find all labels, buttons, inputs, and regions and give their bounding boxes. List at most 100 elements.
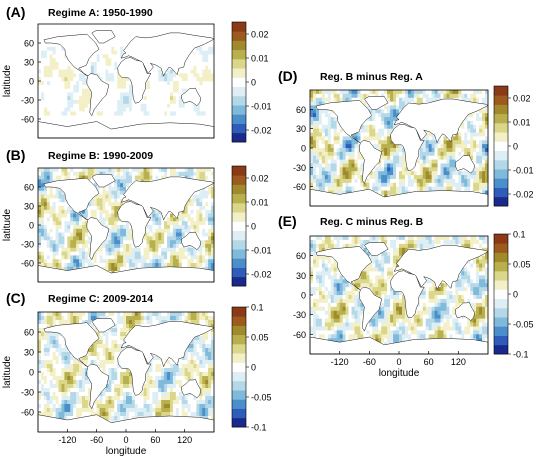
- heatmap-cell: [184, 376, 188, 381]
- heatmap-cell: [321, 239, 326, 245]
- heatmap-cell: [149, 259, 153, 264]
- heatmap-cell: [117, 194, 121, 199]
- heatmap-cell: [52, 190, 56, 195]
- heatmap-cell: [211, 206, 215, 211]
- heatmap-cell: [348, 175, 352, 180]
- heatmap-cell: [117, 408, 121, 413]
- heatmap-cell: [315, 109, 320, 114]
- heatmap-cell: [49, 320, 54, 325]
- heatmap-cell: [193, 171, 197, 176]
- heatmap-cell: [40, 54, 45, 59]
- heatmap-cell: [134, 251, 139, 256]
- heatmap-cell: [172, 88, 177, 93]
- heatmap-cell: [84, 404, 89, 409]
- heatmap-cell: [375, 171, 379, 176]
- heatmap-cell: [114, 73, 118, 78]
- heatmap-cell: [161, 168, 165, 173]
- heatmap-cell: [120, 175, 124, 180]
- heatmap-cell: [164, 255, 168, 260]
- heatmap-cell: [339, 151, 344, 157]
- heatmap-cell: [211, 65, 215, 70]
- heatmap-cell: [43, 404, 48, 409]
- heatmap-cell: [318, 178, 323, 184]
- heatmap-cell: [93, 209, 98, 214]
- heatmap-cell: [419, 306, 424, 312]
- heatmap-cell: [120, 111, 124, 116]
- heatmap-cell: [46, 202, 51, 207]
- heatmap-cell: [64, 392, 68, 397]
- heatmap-cell: [155, 392, 159, 397]
- heatmap-cell: [46, 344, 51, 349]
- heatmap-cell: [393, 263, 397, 268]
- heatmap-cell: [327, 322, 332, 327]
- heatmap-cell: [84, 412, 89, 417]
- heatmap-cell: [407, 182, 412, 188]
- heatmap-cell: [49, 46, 54, 51]
- heatmap-cell: [73, 232, 77, 237]
- heatmap-cell: [381, 151, 385, 157]
- heatmap-cell: [348, 287, 352, 292]
- heatmap-cell: [79, 392, 83, 397]
- heatmap-cell: [49, 217, 54, 222]
- heatmap-cell: [479, 117, 483, 122]
- heatmap-cell: [384, 291, 388, 296]
- heatmap-cell: [46, 77, 51, 82]
- heatmap-cell: [111, 111, 115, 116]
- heatmap-cell: [55, 54, 59, 59]
- heatmap-cell: [170, 392, 174, 397]
- heatmap-cell: [40, 356, 45, 361]
- heatmap-cell: [87, 348, 92, 353]
- heatmap-cell: [178, 312, 183, 317]
- heatmap-cell: [164, 368, 168, 373]
- heatmap-cell: [381, 182, 385, 188]
- heatmap-cell: [211, 263, 215, 268]
- heatmap-cell: [479, 120, 483, 126]
- heatmap-cell: [64, 388, 68, 393]
- heatmap-cell: [211, 336, 215, 341]
- heatmap-cell: [357, 243, 361, 249]
- heatmap-cell: [38, 392, 42, 397]
- heatmap-cell: [336, 310, 341, 316]
- heatmap-cell: [170, 228, 174, 233]
- heatmap-cell: [38, 312, 42, 317]
- heatmap-cell: [167, 404, 171, 409]
- heatmap-cell: [416, 314, 421, 319]
- heatmap-cell: [187, 221, 191, 226]
- heatmap-cell: [52, 244, 56, 249]
- heatmap-cell: [155, 65, 159, 70]
- heatmap-cell: [143, 96, 147, 101]
- heatmap-cell: [345, 302, 349, 308]
- heatmap-cell: [64, 404, 68, 409]
- heatmap-cell: [479, 136, 483, 141]
- heatmap-cell: [393, 155, 397, 160]
- heatmap-cell: [161, 232, 165, 237]
- heatmap-cell: [178, 240, 183, 245]
- heatmap-cell: [117, 251, 121, 256]
- heatmap-cell: [351, 302, 355, 308]
- heatmap-cell: [324, 155, 329, 160]
- heatmap-cell: [384, 132, 388, 137]
- heatmap-cell: [99, 336, 103, 341]
- heatmap-cell: [181, 171, 186, 176]
- heatmap-cell: [123, 228, 127, 233]
- heatmap-cell: [384, 318, 388, 323]
- heatmap-cell: [333, 190, 338, 195]
- heatmap-cell: [155, 255, 159, 260]
- heatmap-cell: [52, 404, 56, 409]
- heatmap-cell: [70, 255, 74, 260]
- heatmap-cell: [470, 155, 474, 160]
- heatmap-cell: [187, 396, 191, 401]
- heatmap-cell: [333, 97, 338, 102]
- heatmap-cell: [111, 225, 115, 230]
- heatmap-cell: [196, 217, 200, 222]
- heatmap-cell: [333, 322, 338, 327]
- heatmap-cell: [399, 251, 403, 257]
- heatmap-cell: [105, 62, 109, 67]
- heatmap-cell: [58, 217, 62, 222]
- heatmap-cell: [76, 232, 80, 237]
- heatmap-cell: [123, 328, 127, 333]
- heatmap-cell: [372, 271, 376, 276]
- heatmap-cell: [128, 396, 133, 401]
- heatmap-cell: [161, 392, 165, 397]
- heatmap-cell: [149, 240, 153, 245]
